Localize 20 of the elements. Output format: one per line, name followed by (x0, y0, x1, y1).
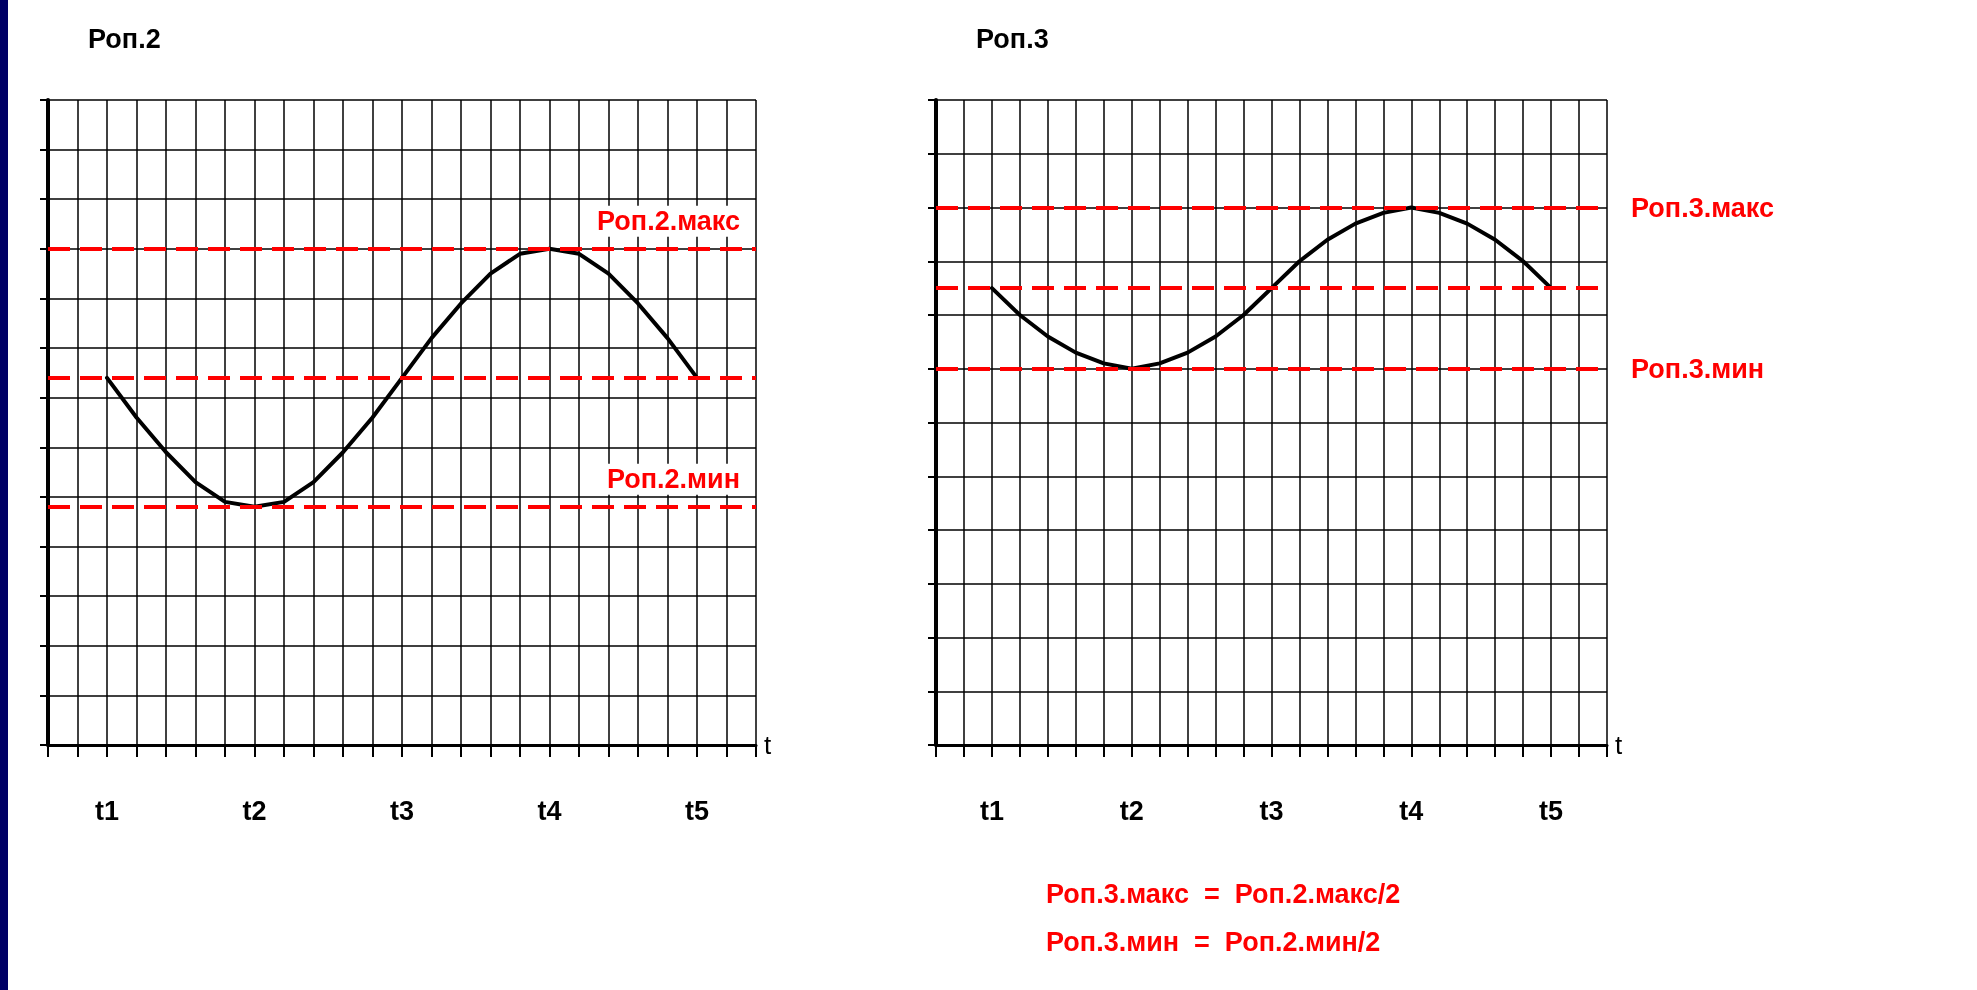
x-tick-label: t4 (1399, 795, 1424, 826)
text: Роп.3.макс = Роп.2.макс/2 (1046, 878, 1401, 909)
x-axis-title: t (764, 730, 772, 760)
chart-title: Роп.3 (976, 23, 1049, 54)
x-tick-label: t3 (389, 795, 415, 826)
x-tick-label: t1 (94, 795, 120, 826)
ref-line-label: Роп.3.мин (1631, 353, 1765, 384)
ref-line-label: Роп.2.макс (597, 206, 740, 237)
chart-title: Роп.2 (88, 23, 161, 54)
x-tick-label: t3 (1259, 795, 1284, 826)
text: Роп.3.мин = Роп.2.мин/2 (1046, 926, 1381, 957)
x-tick-label: t4 (537, 795, 562, 826)
x-tick-label: t1 (979, 795, 1004, 826)
x-tick-label: t2 (242, 795, 267, 826)
x-axis-title: t (1615, 730, 1623, 760)
x-tick-label: t5 (1539, 795, 1564, 826)
x-tick-label: t2 (1119, 795, 1144, 826)
x-tick-label: t5 (684, 795, 710, 826)
ref-line-label: Роп.2.мин (606, 464, 740, 495)
ref-line-label: Роп.3.макс (1631, 192, 1774, 223)
